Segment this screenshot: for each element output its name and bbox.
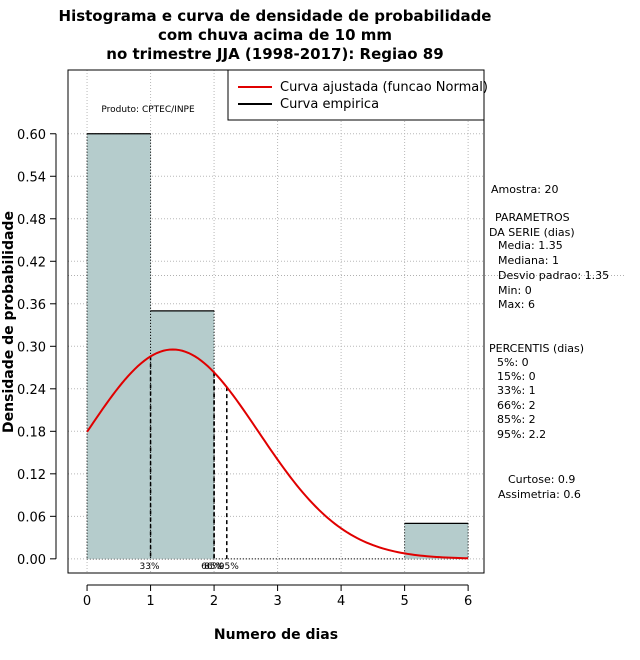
y-tick-label-10: 0.60 [17, 128, 46, 143]
param-mediana: Mediana: 1 [498, 254, 559, 267]
percentile-label-3: 95% [219, 562, 239, 572]
param-desvio: Desvio padrao: 1.35 [498, 269, 609, 282]
params-title-2: DA SERIE (dias) [489, 226, 575, 239]
chart-title-line-3: no trimestre JJA (1998-2017): Regiao 89 [106, 45, 443, 63]
percentile-label-2: 85% [204, 562, 224, 572]
y-tick-label-6: 0.36 [17, 298, 46, 313]
percentis-title: PERCENTIS (dias) [489, 342, 584, 355]
y-tick-label-2: 0.12 [17, 468, 46, 483]
legend-label-fitted: Curva ajustada (funcao Normal) [280, 80, 488, 95]
x-axis-title: Numero de dias [214, 627, 338, 643]
y-tick-label-1: 0.06 [17, 510, 46, 525]
percentil-95: 95%: 2.2 [497, 428, 546, 441]
assimetria: Assimetria: 0.6 [498, 488, 581, 501]
x-tick-label-4: 4 [337, 594, 345, 609]
percentil-33: 33%: 1 [497, 384, 536, 397]
chart-title-line-1: Histograma e curva de densidade de proba… [59, 7, 492, 25]
percentil-15: 15%: 0 [497, 370, 536, 383]
y-tick-label-0: 0.00 [17, 553, 46, 568]
legend: Curva ajustada (funcao Normal) Curva emp… [227, 69, 488, 121]
histogram-bar-0 [87, 133, 151, 559]
x-tick-label-3: 3 [273, 594, 281, 609]
x-tick-label-1: 1 [146, 594, 154, 609]
percentil-66: 66%: 2 [497, 399, 536, 412]
product-label: Produto: CPTEC/INPE [101, 105, 195, 115]
y-tick-label-3: 0.18 [17, 425, 46, 440]
x-tick-label-5: 5 [400, 594, 408, 609]
curtose: Curtose: 0.9 [508, 473, 575, 486]
y-tick-label-7: 0.42 [17, 255, 46, 270]
x-tick-label-2: 2 [210, 594, 218, 609]
normal-curve [86, 348, 469, 560]
y-tick-label-9: 0.54 [17, 170, 46, 185]
histogram-bar-2 [404, 523, 469, 559]
chart-title-line-2: com chuva acima de 10 mm [158, 26, 392, 44]
param-min: Min: 0 [498, 284, 532, 297]
percentil-85: 85%: 2 [497, 413, 536, 426]
legend-label-empirical: Curva empirica [280, 97, 379, 112]
param-media: Media: 1.35 [498, 239, 563, 252]
y-tick-label-4: 0.24 [17, 383, 46, 398]
legend-box [227, 69, 485, 121]
y-tick-label-5: 0.30 [17, 340, 46, 355]
x-tick-label-0: 0 [83, 594, 91, 609]
percentile-label-1: 66% [201, 562, 221, 572]
sample-size: Amostra: 20 [491, 183, 558, 196]
x-tick-label-6: 6 [464, 594, 472, 609]
percentil-5: 5%: 0 [497, 356, 529, 369]
y-axis-title: Densidade de probabilidade [1, 211, 17, 433]
percentile-lines: 33% 66%85%95% [140, 356, 239, 572]
fitted-curve [86, 348, 469, 560]
axes: 0 1 2 3 4 5 6 0.00 0.06 0.12 0.18 0.24 0.30 0.36 0.42 0… [17, 128, 472, 609]
stats-panel: Amostra: 20 PARAMETROS DA SERIE (dias) M… [489, 183, 609, 501]
param-max: Max: 6 [498, 298, 535, 311]
params-title-1: PARAMETROS [495, 211, 570, 224]
histogram-bar-1 [150, 310, 215, 559]
percentile-label-0: 33% [140, 562, 160, 572]
y-tick-label-8: 0.48 [17, 213, 46, 228]
